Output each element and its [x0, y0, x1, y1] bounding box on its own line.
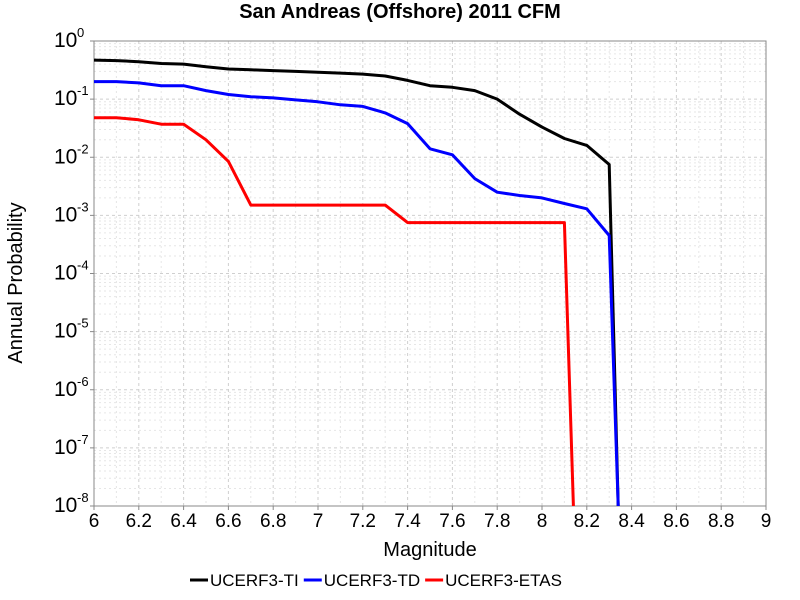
grid — [93, 40, 767, 507]
x-tick-label: 7.4 — [394, 511, 421, 532]
series-layer — [94, 58, 620, 507]
legend-item-ucerf3-etas: UCERF3-ETAS — [425, 571, 562, 590]
x-tick-label: 6.6 — [215, 511, 241, 532]
x-tick-label: 6.2 — [126, 511, 152, 532]
x-axis-ticks: 6 6.2 6.4 6.6 6.8 7 7.2 7.4 7.6 7.8 8 8.2 8.4 8.6 8.8 9 — [89, 506, 772, 532]
x-tick-label: 9 — [761, 511, 772, 532]
chart-title: San Andreas (Offshore) 2011 CFM — [239, 1, 561, 23]
y-tick-exponent: -7 — [77, 432, 89, 447]
y-tick-exponent: -6 — [77, 374, 89, 389]
legend-item-ucerf3-ti: UCERF3-TI — [190, 571, 299, 590]
legend-item-ucerf3-td: UCERF3-TD — [303, 571, 420, 590]
x-tick-label: 7.8 — [484, 511, 510, 532]
y-tick-exponent: -8 — [77, 490, 89, 505]
x-tick-label: 6.4 — [170, 511, 197, 532]
y-tick-label: 10 -7 — [54, 432, 89, 459]
legend-label: UCERF3-TI — [210, 571, 299, 590]
y-tick-label: 10 -1 — [54, 83, 89, 110]
y-tick-base: 10 — [54, 262, 77, 285]
legend-label: UCERF3-ETAS — [445, 571, 562, 590]
y-tick-base: 10 — [54, 203, 77, 226]
legend-label: UCERF3-TD — [324, 571, 420, 590]
y-tick-exponent: -5 — [77, 316, 89, 331]
x-tick-label: 8 — [537, 511, 548, 532]
y-tick-label: 10 -5 — [54, 316, 89, 343]
y-tick-base: 10 — [54, 145, 77, 168]
y-tick-base: 10 — [54, 320, 77, 343]
series-lines — [94, 58, 620, 507]
series-line-ucerf3-td — [94, 80, 620, 507]
y-tick-exponent: -3 — [77, 199, 89, 214]
series-line-ucerf3-ti — [94, 58, 620, 507]
y-tick-label: 10 -3 — [54, 199, 89, 226]
x-tick-label: 7 — [313, 511, 324, 532]
y-tick-exponent: -2 — [77, 141, 89, 156]
x-axis-title: Magnitude — [383, 539, 476, 561]
x-tick-label: 8.4 — [618, 511, 645, 532]
y-tick-label: 10 -6 — [54, 374, 89, 401]
x-tick-label: 7.6 — [439, 511, 465, 532]
y-tick-label: 10 0 — [54, 25, 84, 52]
x-tick-label: 8.6 — [663, 511, 689, 532]
series-line-ucerf3-etas — [94, 116, 575, 507]
y-axis-title: Annual Probability — [5, 202, 27, 363]
x-tick-label: 7.2 — [350, 511, 376, 532]
x-tick-label: 6 — [89, 511, 100, 532]
y-tick-exponent: -4 — [77, 258, 89, 273]
y-tick-label: 10 -8 — [54, 490, 89, 517]
y-tick-label: 10 -2 — [54, 141, 89, 168]
x-tick-label: 8.8 — [708, 511, 734, 532]
y-tick-label: 10 -4 — [54, 258, 89, 285]
y-tick-base: 10 — [54, 494, 77, 517]
x-tick-label: 8.2 — [574, 511, 600, 532]
y-tick-exponent: 0 — [77, 25, 84, 40]
y-tick-base: 10 — [54, 436, 77, 459]
y-tick-base: 10 — [54, 87, 77, 110]
y-tick-exponent: -1 — [77, 83, 89, 98]
y-tick-base: 10 — [54, 378, 77, 401]
legend: UCERF3-TI UCERF3-TD UCERF3-ETAS — [190, 571, 562, 590]
y-tick-base: 10 — [54, 29, 77, 52]
x-tick-label: 6.8 — [260, 511, 286, 532]
